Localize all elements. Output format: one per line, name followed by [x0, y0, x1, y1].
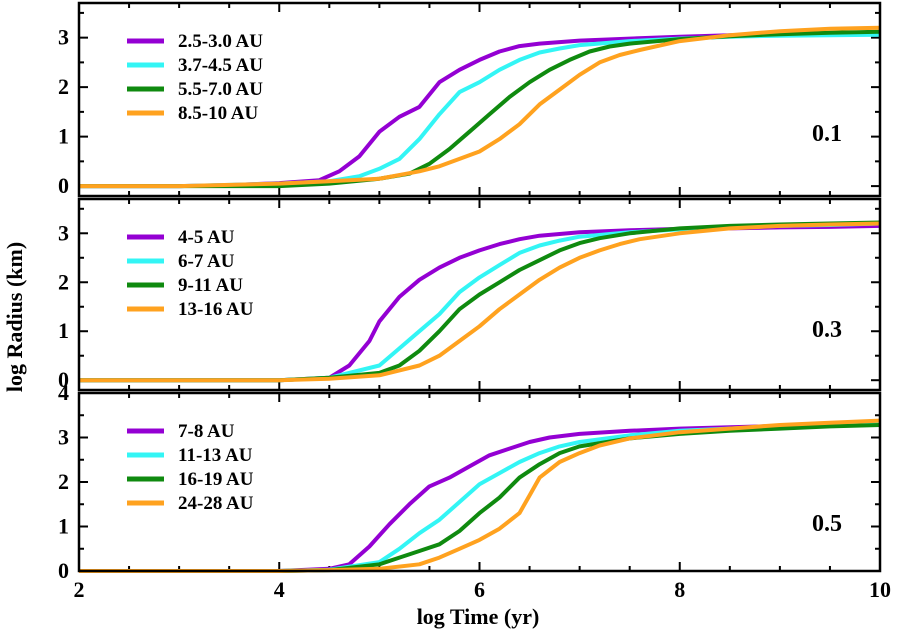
x-tick-label: 4 [274, 577, 285, 602]
legend-label: 5.5-7.0 AU [178, 79, 263, 100]
legend-label: 7-8 AU [178, 421, 235, 442]
y-tick-label: 0 [58, 558, 69, 583]
y-tick-label: 2 [58, 269, 69, 294]
y-tick-label: 1 [58, 514, 69, 539]
legend-label: 11-13 AU [178, 445, 253, 466]
y-tick-label: 3 [58, 220, 69, 245]
series-line-24-28-au [79, 418, 881, 573]
y-tick-label: 2 [58, 469, 69, 494]
x-axis-title: log Time (yr) [417, 604, 540, 629]
y-tick-label: 1 [58, 318, 69, 343]
x-tick-label: 2 [74, 577, 85, 602]
legend-label: 2.5-3.0 AU [178, 31, 263, 52]
panel-label: 0.5 [812, 511, 842, 537]
series-line-13-16-au [79, 221, 881, 383]
panel-frame [77, 1, 882, 198]
y-tick-label: 0 [58, 367, 69, 392]
y-tick-label: 3 [58, 25, 69, 50]
legend-label: 8.5-10 AU [178, 103, 259, 124]
y-tick-label: 4 [58, 380, 69, 405]
legend-label: 16-19 AU [178, 469, 254, 490]
y-axis-title: log Radius (km) [2, 242, 27, 392]
series-line-8-5-10-au [79, 25, 881, 189]
y-tick-label: 1 [58, 124, 69, 149]
legend-label: 4-5 AU [178, 227, 235, 248]
legend-label: 24-28 AU [178, 493, 254, 514]
panel-frame [77, 391, 882, 573]
legend-label: 13-16 AU [178, 299, 254, 320]
panel-frame [77, 197, 882, 392]
x-tick-label: 6 [474, 577, 485, 602]
y-tick-label: 2 [58, 74, 69, 99]
legend-label: 9-11 AU [178, 275, 243, 296]
panel-label: 0.1 [812, 121, 842, 147]
panel-label: 0.3 [812, 317, 842, 343]
y-tick-label: 0 [58, 173, 69, 198]
y-tick-label: 3 [58, 425, 69, 450]
x-tick-label: 10 [869, 577, 891, 602]
legend-label: 6-7 AU [178, 251, 235, 272]
x-tick-label: 8 [674, 577, 685, 602]
legend-label: 3.7-4.5 AU [178, 55, 263, 76]
